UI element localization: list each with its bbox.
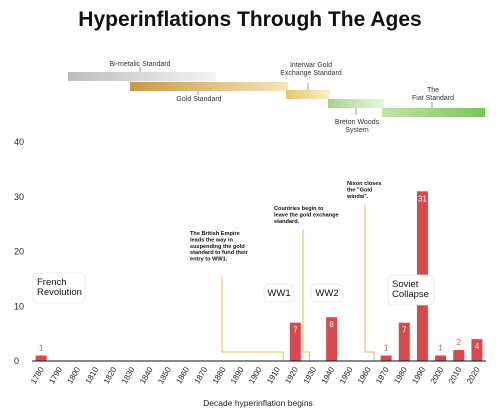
standard-label: The Fiat Standard	[412, 87, 454, 102]
annotations: The British Empire leads the way in suspen…	[190, 181, 382, 361]
bar-1970	[380, 355, 392, 361]
x-tick-label: 1870	[193, 365, 210, 385]
annotation-text: The British Empire leads the way in suspen…	[190, 231, 249, 263]
bar-2000	[435, 355, 447, 361]
standard-label: Breton Woods System	[335, 119, 380, 134]
x-tick-label: 1890	[229, 365, 246, 385]
x-tick-label: 1900	[247, 365, 264, 385]
x-tick-label: 1970	[374, 365, 391, 385]
monetary-standards-timeline: Bi-metalic Standard Gold Standard Interwar…	[68, 61, 485, 134]
standard-label: Bi-metalic Standard	[109, 61, 170, 68]
bar-1940	[326, 317, 338, 361]
annotation-text: Nixon closes the "Gold windw".	[346, 181, 382, 200]
bar-value-label: 2	[457, 338, 462, 347]
x-tick-label: 1780	[29, 365, 46, 385]
event-box	[310, 283, 344, 303]
x-tick-label: 2000	[429, 365, 446, 385]
y-tick-label: 20	[14, 247, 24, 257]
standard-band	[68, 72, 216, 81]
x-tick-label: 1860	[174, 365, 191, 385]
y-tick-label: 30	[14, 192, 24, 202]
chart-title: Hyperinflations Through The Ages	[78, 8, 421, 31]
x-tick-label: 1830	[120, 365, 137, 385]
x-tick-label: 1790	[47, 365, 64, 385]
event-label: French Revolution	[37, 277, 82, 298]
x-axis-label: Decade hyperinflation begins	[203, 398, 313, 408]
bar-value-label: 7	[293, 326, 298, 335]
annotation-line	[364, 204, 375, 361]
annotation-text: Countries begin to leave the gold exchang…	[274, 206, 339, 225]
event-label: Soviet Collapse	[392, 279, 429, 300]
x-tick-label: 2010	[447, 365, 464, 385]
standard-band	[328, 99, 384, 108]
y-axis: 0 10 20 30 40	[14, 137, 24, 366]
event-box	[32, 272, 86, 304]
x-tick-label: 1950	[338, 365, 355, 385]
bar-value-label: 1	[39, 344, 44, 353]
bar-value-label: 4	[475, 342, 480, 351]
annotation-line	[221, 276, 284, 361]
bar-value-label: 31	[418, 194, 427, 203]
x-tick-label: 1980	[392, 365, 409, 385]
x-tick-label: 2020	[465, 365, 482, 385]
bar-value-label: 7	[402, 326, 407, 335]
standard-band	[130, 82, 288, 91]
bar-1980	[398, 322, 410, 361]
x-tick-label: 1840	[138, 365, 155, 385]
annotation-line	[302, 229, 310, 361]
standard-label: Interwar Gold Exchange Standard	[280, 62, 342, 77]
standard-label: Gold Standard	[176, 96, 221, 103]
bar-2020	[471, 339, 483, 361]
y-tick-label: 0	[14, 356, 19, 366]
x-tick-label: 1800	[65, 365, 82, 385]
bar-value-label: 8	[329, 320, 334, 329]
event-label: WW2	[315, 288, 338, 299]
x-tick-label: 1880	[211, 365, 228, 385]
y-tick-label: 40	[14, 137, 24, 147]
bar-value-label: 1	[438, 344, 443, 353]
x-tick-label: 1990	[410, 365, 427, 385]
event-box	[263, 283, 295, 303]
x-tick-label: 1850	[156, 365, 173, 385]
y-tick-label: 10	[14, 301, 24, 311]
x-tick-label: 1960	[356, 365, 373, 385]
bar-1920	[289, 322, 301, 361]
x-tick-label: 1910	[265, 365, 282, 385]
event-box	[387, 274, 435, 306]
x-tick-label: 1940	[320, 365, 337, 385]
x-tick-label: 1820	[102, 365, 119, 385]
bar-1780	[35, 355, 47, 361]
bar-2010	[453, 350, 465, 361]
event-labels: French Revolution WW1 WW2 Soviet Collapse	[32, 272, 435, 306]
bar-value-label: 1	[384, 344, 389, 353]
event-label: WW1	[267, 288, 290, 299]
standard-band	[382, 108, 485, 117]
standard-band	[286, 90, 330, 99]
x-axis: 1780 1790 1800 1810 1820 1830 1840 1850 1860 1870…	[29, 360, 486, 385]
x-tick-label: 1810	[84, 365, 101, 385]
x-tick-label: 1920	[283, 365, 300, 385]
x-tick-label: 1930	[302, 365, 319, 385]
